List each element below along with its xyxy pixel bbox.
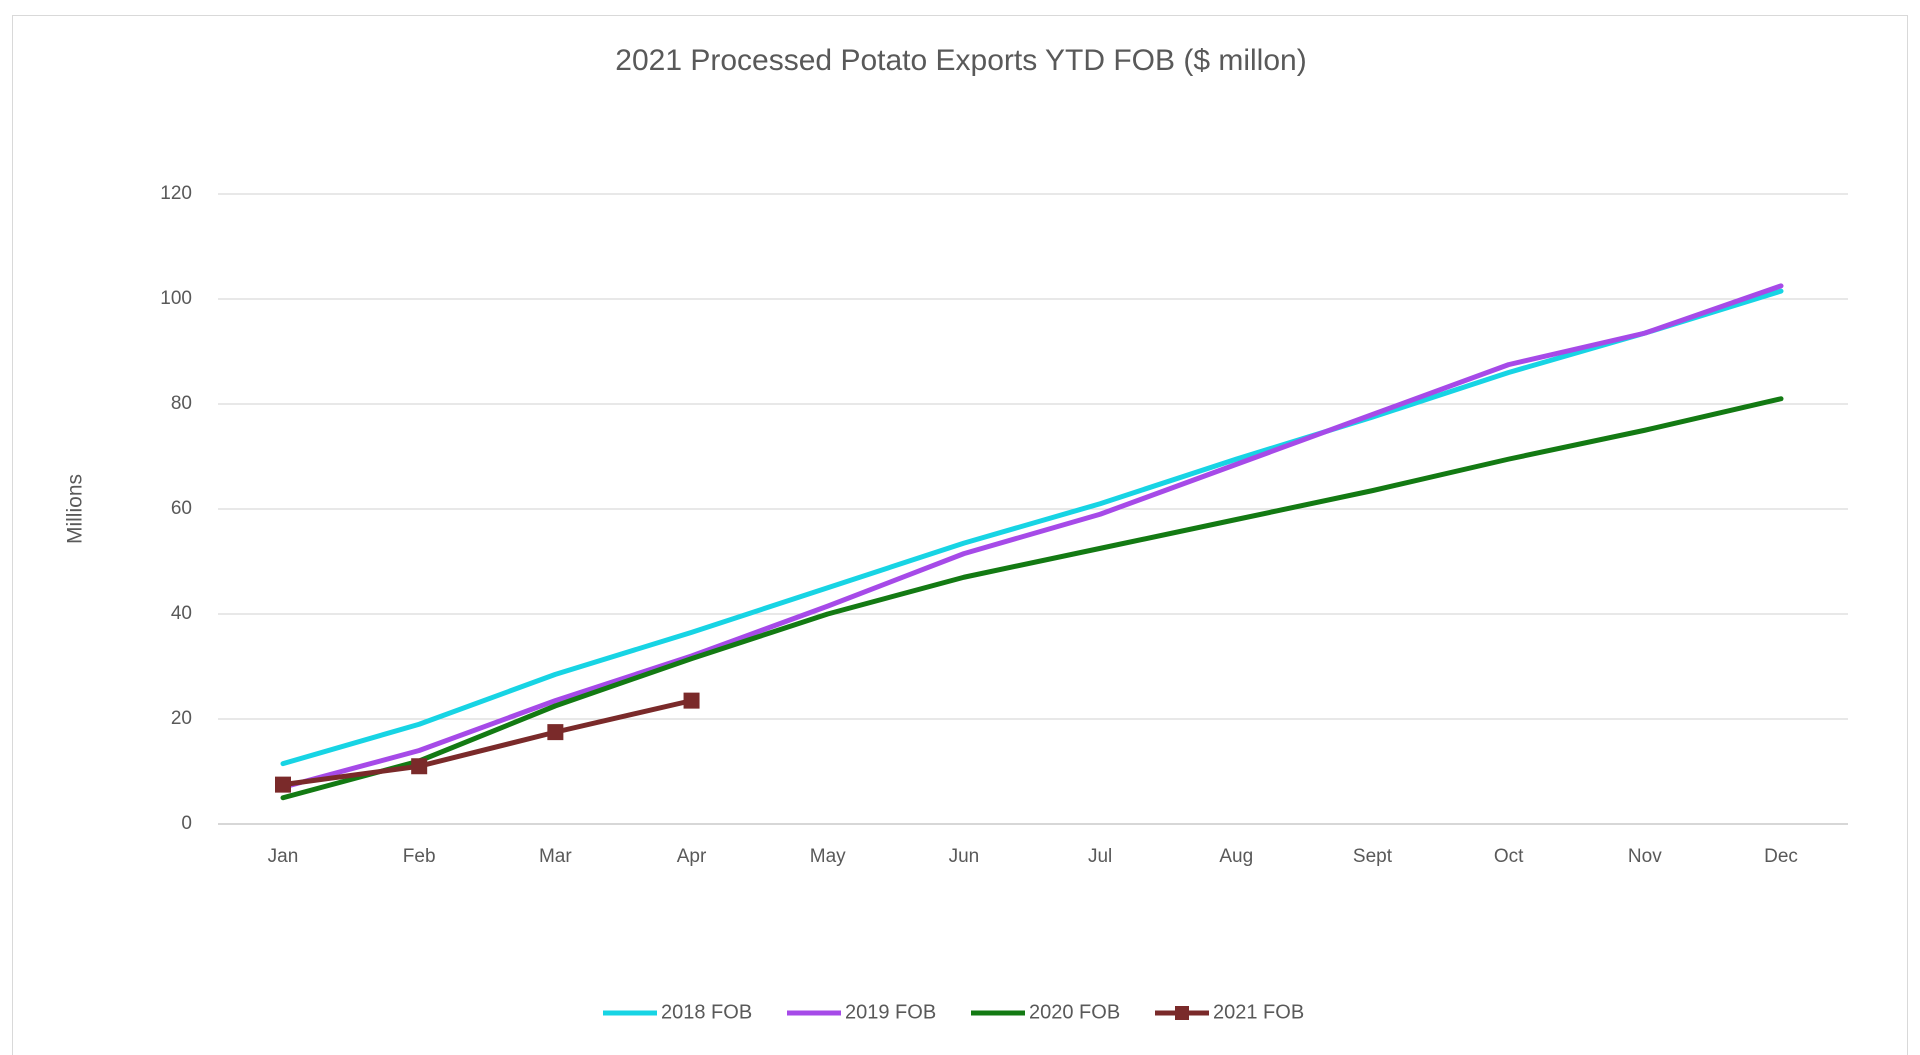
data-point [411,758,427,774]
y-tick-label: 0 [181,813,192,834]
x-tick-label: Mar [539,846,572,867]
series-line [283,399,1781,798]
x-tick-label: Dec [1764,846,1798,867]
y-tick-label: 20 [171,708,192,729]
y-axis-label: Millions [64,474,87,544]
series-1 [283,291,1781,764]
y-tick-label: 120 [160,183,192,204]
series-3 [283,399,1781,798]
x-tick-label: Apr [677,846,707,867]
legend-marker [1175,1006,1189,1020]
data-point [684,693,700,709]
legend-item: 2020 FOB [971,1001,1120,1023]
legend-label: 2018 FOB [661,1001,752,1023]
series-layer [275,286,1781,798]
x-tick-label: Nov [1628,846,1662,867]
legend-label: 2021 FOB [1213,1001,1304,1023]
data-point [275,777,291,793]
series-4 [275,693,700,793]
series-line [283,291,1781,764]
x-tick-label: Jul [1088,846,1112,867]
x-tick-label: Jun [949,846,980,867]
data-point [547,724,563,740]
x-tick-label: Aug [1219,846,1253,867]
gridlines [218,194,1848,824]
x-tick-label: Oct [1494,846,1524,867]
x-axis-ticks: Jan Feb Mar Apr May Jun Jul Aug Sept Oct Nov Dec [268,846,1798,867]
y-tick-label: 100 [160,288,192,309]
y-tick-label: 80 [171,393,192,414]
chart-frame: 2021 Processed Potato Exports YTD FOB ($… [12,15,1908,1055]
y-tick-label: 40 [171,603,192,624]
y-tick-label: 60 [171,498,192,519]
legend-label: 2019 FOB [845,1001,936,1023]
x-tick-label: Jan [268,846,299,867]
x-tick-label: Sept [1353,846,1393,867]
line-chart: 2021 Processed Potato Exports YTD FOB ($… [13,16,1909,1041]
legend-item: 2019 FOB [787,1001,936,1023]
legend-label: 2020 FOB [1029,1001,1120,1023]
legend-item: 2018 FOB [603,1001,752,1023]
legend-item: 2021 FOB [1155,1001,1304,1023]
x-tick-label: May [810,846,846,867]
x-tick-label: Feb [403,846,436,867]
legend: 2018 FOB 2019 FOB 2020 FOB 2021 FOB [603,1001,1304,1023]
chart-title: 2021 Processed Potato Exports YTD FOB ($… [615,44,1306,77]
y-axis-ticks: 0 20 40 60 80 100 120 [160,183,192,834]
